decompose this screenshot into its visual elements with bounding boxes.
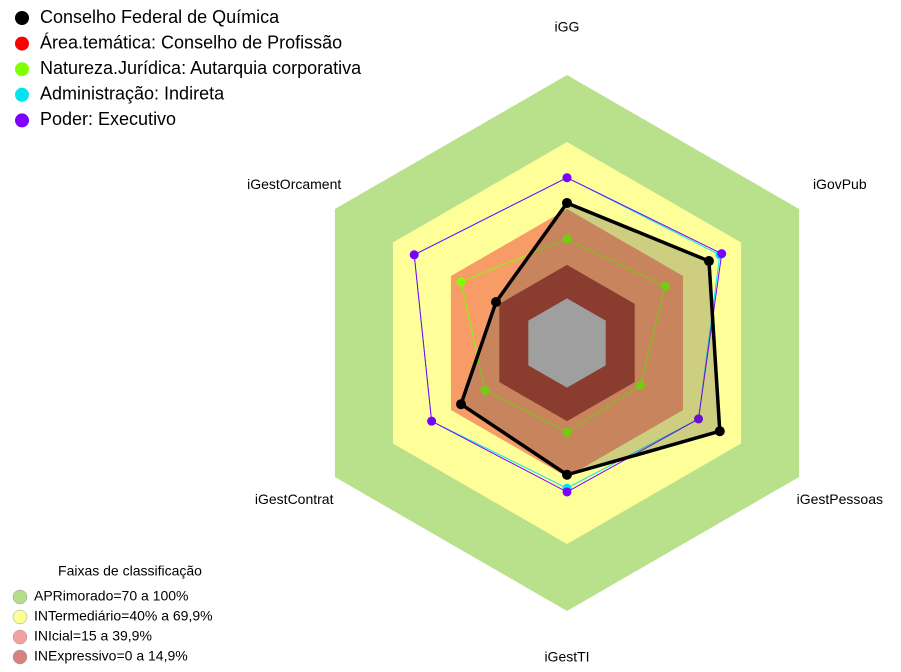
center-hole (528, 298, 606, 388)
band-legend-label: INIcial=15 a 39,9% (34, 628, 152, 644)
band-legend-label: INExpressivo=0 a 14,9% (34, 648, 188, 664)
series-point (480, 385, 490, 395)
band-legend-label: INTermediário=40% a 69,9% (34, 608, 213, 624)
series-point (456, 399, 467, 410)
series-point (717, 249, 727, 259)
series-point (562, 427, 572, 437)
band-legend-marker (12, 589, 28, 605)
legend-marker (15, 62, 29, 77)
axis-label: iGG (555, 19, 580, 35)
axis-label: iGestContrat (255, 491, 334, 507)
series-point (635, 380, 645, 390)
axis-label: iGestTI (544, 649, 589, 665)
series-point (660, 281, 670, 291)
axis-label: iGestPessoas (797, 491, 883, 507)
series-point (694, 414, 704, 424)
band-legend-label: APRimorado=70 a 100% (34, 588, 189, 604)
series-point (703, 256, 714, 267)
series-point (409, 250, 419, 260)
legend-label: Poder: Executivo (40, 109, 176, 129)
series-point (427, 416, 437, 426)
legend-label: Natureza.Jurídica: Autarquia corporativa (40, 58, 362, 78)
series-point (562, 173, 572, 183)
legend-marker (15, 113, 29, 128)
band-legend-marker (12, 629, 28, 645)
legend-label: Administração: Indireta (40, 84, 225, 104)
legend-marker (15, 11, 29, 25)
legend-marker (15, 36, 29, 51)
series-point (491, 297, 502, 308)
series-point (562, 487, 572, 497)
series-point (562, 197, 572, 208)
legend-label: Conselho Federal de Química (40, 7, 280, 27)
legend-label: Área.temática: Conselho de Profissão (40, 32, 342, 52)
series-point (456, 277, 466, 287)
bands-legend-title: Faixas de classificação (58, 563, 202, 579)
band-legend-marker (12, 649, 28, 665)
legend-marker (15, 87, 29, 102)
series-point (562, 469, 572, 480)
series-point (562, 234, 572, 244)
axis-label: iGestOrcament (247, 176, 341, 192)
series-point (714, 426, 725, 437)
band-legend-marker (12, 609, 28, 625)
axis-label: iGovPub (813, 176, 867, 192)
